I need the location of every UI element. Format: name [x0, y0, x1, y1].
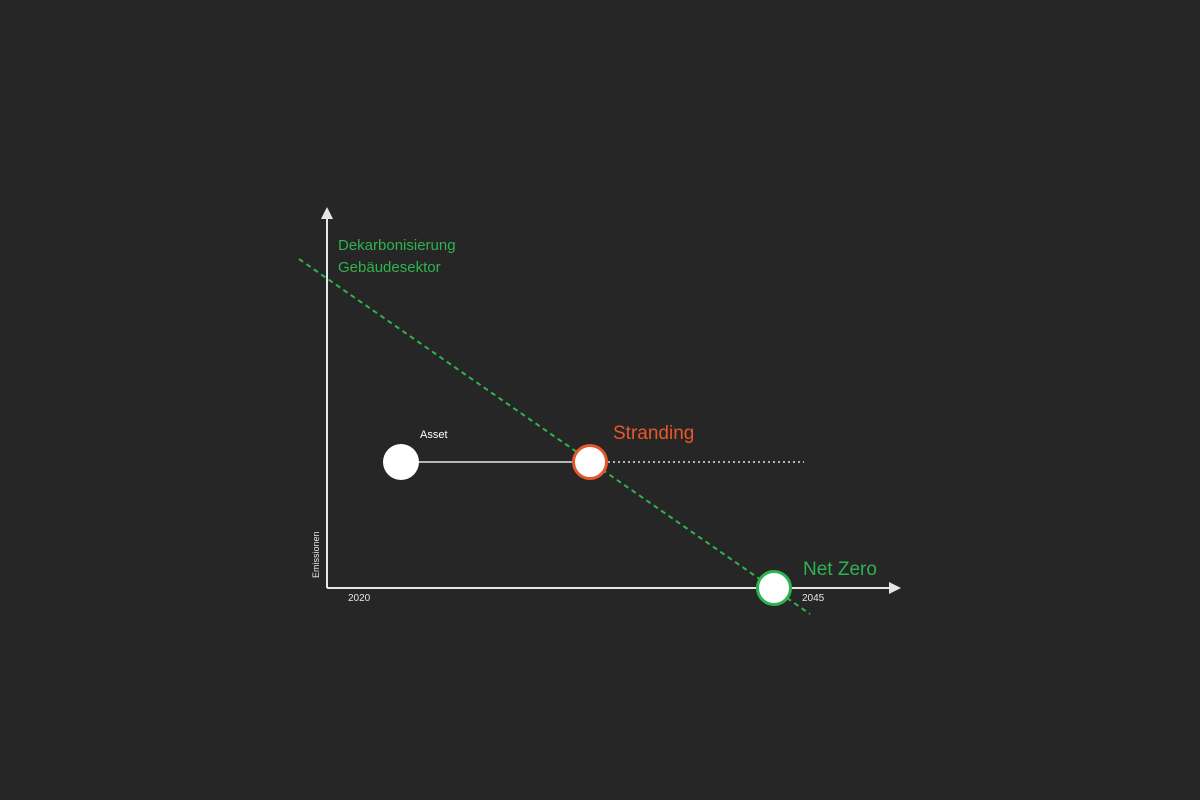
- net-zero-marker: [756, 570, 792, 606]
- net-zero-label: Net Zero: [803, 559, 877, 580]
- x-tick-end: 2045: [802, 593, 825, 604]
- x-axis-arrowhead: [889, 582, 901, 594]
- stranding-marker: [572, 444, 608, 480]
- asset-label: Asset: [420, 429, 448, 441]
- x-tick-start: 2020: [348, 593, 371, 604]
- trend-label-line1: Dekarbonisierung: [338, 237, 456, 254]
- asset-marker: [383, 444, 419, 480]
- decarbonisation-trend-line: [298, 258, 811, 615]
- y-axis-label: Emissionen: [311, 531, 321, 578]
- stranding-label: Stranding: [613, 423, 694, 444]
- trend-label-line2: Gebäudesektor: [338, 259, 441, 276]
- y-axis-arrowhead: [321, 207, 333, 219]
